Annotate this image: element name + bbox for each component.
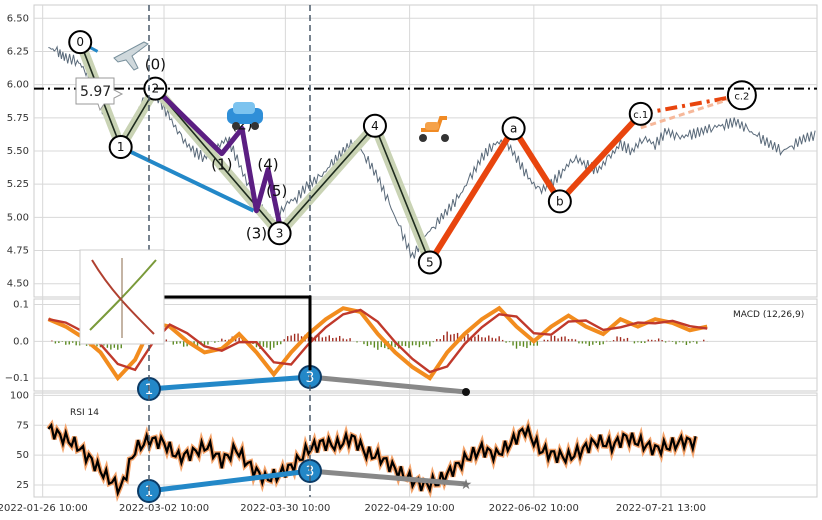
rsi-divergence-1-label: 1	[145, 484, 154, 500]
price-level-callout: 5.97	[75, 77, 124, 112]
y-tick-label: 5.25	[7, 179, 29, 190]
scooter-icon	[419, 116, 449, 142]
connector-line	[160, 295, 312, 370]
wave-label: (5)	[266, 182, 287, 200]
wave-label: 5	[426, 255, 434, 269]
x-tick-labels: 2022-01-26 10:00 2022-03-02 10:00 2022-03-…	[0, 503, 706, 514]
x-tick-label: 2022-03-30 10:00	[240, 503, 330, 514]
y-tick-label: 0.0	[13, 336, 29, 347]
y-tick-label: −0.1	[5, 373, 29, 384]
y-tick-label: 4.75	[7, 246, 29, 257]
wave-label: (0)	[145, 56, 166, 74]
y-tick-label: 50	[16, 450, 29, 461]
y-tick-label: 6.25	[7, 46, 29, 57]
x-tick-label: 2022-03-02 10:00	[119, 503, 209, 514]
y-tick-label: 0.1	[13, 300, 29, 311]
rsi-divergence-3-label: 3	[306, 464, 315, 480]
wave-label: c.2	[734, 91, 749, 102]
rsi-divergence-point: ★	[460, 477, 473, 493]
car-icon	[227, 102, 263, 130]
macd-divergence-line	[148, 374, 311, 392]
y-tick-label: 100	[10, 390, 29, 401]
projected-wave-line	[640, 93, 743, 116]
rsi-title: RSI 14	[70, 408, 99, 418]
wave-label: a	[510, 121, 517, 135]
rsi-divergence-line	[148, 468, 311, 494]
macd-divergence-line-2	[309, 374, 467, 395]
price-level-label: 5.97	[80, 84, 111, 100]
wave-label-circle	[417, 250, 442, 275]
impulse-wave-line	[79, 41, 431, 263]
wave-label: 0	[76, 35, 84, 49]
airplane-icon	[113, 41, 149, 71]
wave-label: 3	[276, 226, 284, 240]
wave-label-circle	[267, 221, 292, 246]
watermark-logo	[79, 249, 165, 345]
y-tick-label: 5.00	[7, 212, 29, 223]
x-tick-label: 2022-06-02 10:00	[489, 503, 579, 514]
x-tick-label: 2022-04-29 10:00	[365, 503, 455, 514]
wave-label: 4	[371, 119, 379, 133]
wave-label: (1)	[211, 155, 232, 173]
wave-label: 1	[117, 140, 125, 154]
wave-label-circle	[108, 135, 133, 160]
y-tick-label: 5.50	[7, 146, 29, 157]
corrective-wave-line	[427, 111, 644, 265]
y-tick-label: 25	[16, 480, 29, 491]
x-tick-label: 2022-07-21 13:00	[616, 503, 706, 514]
y-tick-label: 6.50	[7, 13, 29, 24]
y-tick-label: 4.50	[7, 279, 29, 290]
wave-label-circle	[501, 116, 526, 141]
y-tick-labels: 6.50 6.25 6.00 5.75 5.50 5.25 5.00 4.75 4.50 0.1 0…	[5, 13, 29, 491]
rsi-divergence-line-2	[309, 468, 467, 487]
wave-label-circle	[547, 189, 572, 214]
rsi-line	[47, 422, 697, 498]
wave-label: (3)	[246, 224, 267, 242]
y-tick-label: 5.75	[7, 113, 29, 124]
macd-divergence-point	[462, 388, 470, 396]
x-tick-label: 2022-01-26 10:00	[0, 503, 88, 514]
wave-label: c.1	[633, 110, 648, 121]
wave-label-circle	[362, 113, 387, 138]
y-tick-label: 75	[16, 420, 29, 431]
wave-1-leg	[119, 145, 255, 213]
subwave-line	[153, 86, 283, 225]
wave-label: (4)	[257, 155, 278, 173]
projected-wave-line-alt	[640, 93, 743, 130]
wave-structure: 012345abc.1c.2(0)(1)(2)(3)(4)(5)	[68, 30, 757, 275]
wave-label-circle	[628, 101, 653, 126]
macd-title: MACD (12,26,9)	[733, 310, 804, 320]
wave-label: b	[556, 194, 564, 208]
wave-label-circle	[68, 30, 93, 55]
y-tick-label: 6.00	[7, 80, 29, 91]
